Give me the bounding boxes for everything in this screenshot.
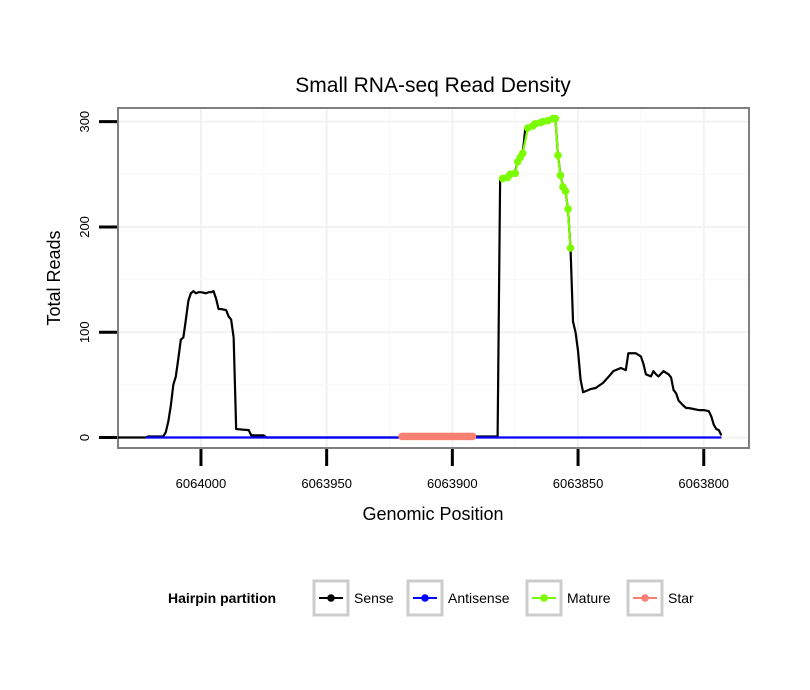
data-point-mature bbox=[518, 149, 527, 158]
y-axis: 0 100 200 300 bbox=[77, 111, 117, 441]
legend-key-point bbox=[421, 594, 429, 602]
y-tick-label: 0 bbox=[77, 434, 92, 441]
y-tick-label: 300 bbox=[77, 111, 92, 133]
data-point-mature bbox=[554, 151, 562, 160]
legend-label: Star bbox=[668, 590, 694, 606]
legend-label: Mature bbox=[567, 590, 611, 606]
data-point-mature bbox=[566, 244, 575, 252]
x-tick-label: 6063850 bbox=[553, 476, 604, 491]
series-star bbox=[398, 432, 477, 441]
x-axis-title: Genomic Position bbox=[362, 504, 503, 524]
x-tick-label: 6064000 bbox=[176, 476, 227, 491]
x-tick-label: 6063900 bbox=[427, 476, 478, 491]
y-tick-label: 100 bbox=[77, 321, 92, 343]
series-layer bbox=[118, 114, 723, 441]
series-line-sense bbox=[118, 117, 723, 439]
legend-key-point bbox=[540, 594, 548, 602]
series-mature bbox=[498, 114, 575, 252]
y-axis-title: Total Reads bbox=[44, 230, 64, 325]
data-point-mature bbox=[561, 187, 570, 195]
data-point-mature bbox=[556, 171, 565, 180]
x-axis: 6064000 6063950 6063900 6063850 6063800 bbox=[176, 449, 729, 491]
legend-key-point bbox=[641, 594, 649, 602]
legend-item-mature: Mature bbox=[525, 579, 611, 617]
legend-key-point bbox=[327, 594, 335, 602]
legend-title: Hairpin partition bbox=[168, 590, 276, 606]
data-point-mature bbox=[564, 205, 572, 213]
x-tick-label: 6063950 bbox=[301, 476, 352, 491]
series-line-mature bbox=[502, 117, 572, 249]
data-point-star bbox=[468, 432, 477, 441]
plot-panel-border bbox=[117, 107, 750, 449]
legend-item-sense: Sense bbox=[312, 579, 394, 617]
legend-item-star: Star bbox=[626, 579, 694, 617]
legend-label: Sense bbox=[354, 590, 394, 606]
legend-item-antisense: Antisense bbox=[406, 579, 510, 617]
series-sense bbox=[118, 117, 723, 439]
legend: Hairpin partition Sense Antisense Mature St… bbox=[168, 579, 694, 617]
x-tick-label: 6063800 bbox=[678, 476, 729, 491]
data-point-mature bbox=[511, 169, 519, 178]
legend-label: Antisense bbox=[448, 590, 510, 606]
data-point-mature bbox=[551, 114, 560, 123]
grid bbox=[118, 108, 749, 448]
chart-title: Small RNA-seq Read Density bbox=[295, 74, 571, 97]
y-tick-label: 200 bbox=[77, 216, 92, 238]
